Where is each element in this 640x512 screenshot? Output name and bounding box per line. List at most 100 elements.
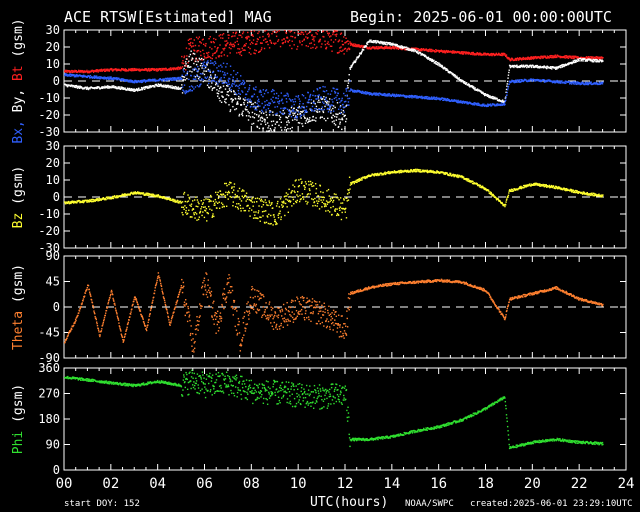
data-point: [98, 86, 100, 88]
data-point: [229, 195, 231, 198]
data-point: [173, 78, 175, 80]
data-point: [184, 205, 186, 207]
data-point: [533, 65, 535, 67]
data-point: [118, 87, 120, 89]
data-point: [349, 67, 351, 69]
data-point: [336, 94, 338, 97]
data-point: [373, 41, 375, 44]
data-point: [203, 55, 206, 58]
data-point: [67, 202, 69, 204]
data-point: [107, 76, 109, 78]
data-point: [318, 99, 320, 101]
data-point: [278, 206, 281, 208]
data-point: [235, 73, 237, 76]
data-point: [345, 105, 347, 107]
data-point: [538, 67, 541, 69]
data-point: [435, 50, 437, 53]
data-point: [179, 87, 182, 90]
data-point: [565, 63, 567, 66]
data-point: [570, 61, 573, 64]
data-point: [342, 113, 344, 115]
data-point: [216, 207, 218, 209]
data-point: [504, 100, 507, 102]
data-point: [275, 121, 278, 123]
data-point: [563, 55, 565, 58]
data-point: [375, 92, 377, 94]
data-point: [196, 49, 199, 52]
data-point: [89, 88, 91, 90]
data-point: [294, 191, 296, 194]
data-point: [501, 53, 504, 56]
data-point: [575, 61, 577, 63]
data-point: [471, 51, 474, 54]
data-point: [192, 78, 195, 80]
data-point: [229, 42, 232, 44]
data-point: [467, 102, 469, 104]
data-point: [396, 95, 398, 97]
data-point: [544, 55, 547, 58]
data-point: [76, 200, 78, 202]
data-point: [102, 198, 104, 200]
data-point: [152, 195, 154, 197]
data-point: [464, 51, 466, 53]
data-point: [247, 196, 250, 199]
data-point: [241, 113, 243, 116]
data-point: [245, 37, 247, 39]
data-point: [231, 101, 233, 103]
data-point: [260, 123, 262, 125]
data-point: [235, 196, 238, 198]
data-point: [321, 98, 323, 101]
data-point: [339, 101, 341, 104]
data-point: [254, 113, 256, 115]
data-point: [347, 101, 350, 103]
data-point: [230, 47, 232, 50]
data-point: [218, 207, 221, 209]
data-point: [350, 44, 352, 46]
data-point: [79, 70, 82, 73]
data-point: [314, 103, 316, 105]
data-point: [159, 195, 162, 198]
data-point: [569, 82, 572, 84]
data-point: [97, 71, 99, 73]
data-point: [588, 58, 591, 60]
data-point: [164, 84, 167, 87]
data-point: [535, 66, 537, 68]
data-point: [197, 77, 200, 80]
data-point: [196, 84, 199, 87]
data-point: [238, 92, 240, 95]
data-point: [288, 39, 291, 42]
data-point: [132, 89, 134, 91]
data-point: [99, 76, 101, 78]
data-point: [247, 101, 249, 104]
data-point: [168, 198, 170, 200]
data-point: [257, 210, 260, 212]
data-point: [329, 107, 331, 109]
data-point: [451, 72, 453, 74]
data-point: [217, 191, 219, 194]
data-point: [340, 46, 342, 48]
data-point: [249, 47, 251, 50]
data-point: [244, 209, 247, 212]
data-point: [76, 202, 78, 204]
data-point: [206, 56, 209, 59]
data-point: [532, 56, 534, 59]
data-point: [256, 43, 258, 45]
data-point: [341, 99, 343, 101]
data-point: [276, 30, 279, 33]
data-point: [184, 68, 187, 71]
data-point: [155, 68, 157, 71]
data-point: [97, 199, 99, 201]
data-point: [86, 87, 88, 90]
data-point: [375, 94, 377, 96]
data-point: [585, 56, 588, 58]
data-point: [233, 91, 235, 93]
data-point: [312, 101, 315, 104]
data-point: [79, 87, 81, 89]
data-point: [189, 42, 191, 45]
data-point: [136, 90, 139, 92]
data-point: [267, 91, 269, 94]
data-point: [205, 77, 208, 80]
data-point: [335, 30, 337, 32]
data-point: [269, 39, 272, 42]
data-point: [71, 71, 74, 74]
